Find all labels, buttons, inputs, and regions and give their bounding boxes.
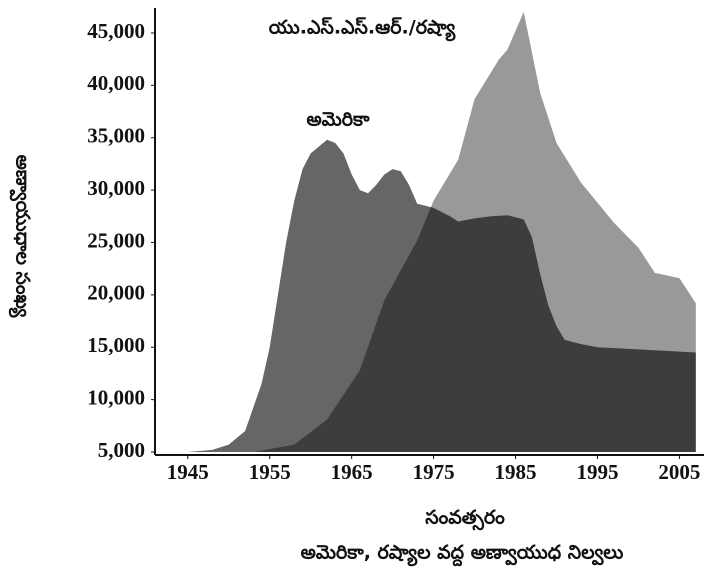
chart-title: అమెరికా, రష్యాల వద్ద అణ్వాయుధ నిల్వలు — [301, 542, 624, 567]
y-tick-label: 25,000 — [87, 228, 145, 252]
series-label: అమెరికా — [306, 109, 370, 131]
y-tick-label: 5,000 — [98, 438, 145, 462]
y-axis-label: అణ్వాయుధాల సంఖ్య — [9, 155, 34, 319]
y-tick-label: 35,000 — [87, 124, 145, 148]
y-tick-label: 30,000 — [87, 176, 145, 200]
x-axis-label: సంవత్సరం — [425, 507, 505, 531]
x-tick-label: 1975 — [413, 460, 455, 484]
x-tick-label: 1995 — [576, 460, 618, 484]
y-tick-label: 10,000 — [87, 385, 145, 409]
x-tick-label: 1955 — [249, 460, 291, 484]
y-tick-label: 45,000 — [87, 19, 145, 43]
plot-area — [187, 12, 696, 453]
y-tick-label: 40,000 — [87, 71, 145, 95]
y-tick-label: 20,000 — [87, 281, 145, 305]
area — [187, 139, 696, 453]
x-tick-label: 1945 — [167, 460, 209, 484]
x-tick-label: 2005 — [658, 460, 700, 484]
x-tick-label: 1985 — [495, 460, 537, 484]
series-label: యు.ఎస్.ఎస్.ఆర్./రష్యా — [269, 17, 457, 42]
x-tick-label: 1965 — [331, 460, 373, 484]
y-tick-label: 15,000 — [87, 333, 145, 357]
